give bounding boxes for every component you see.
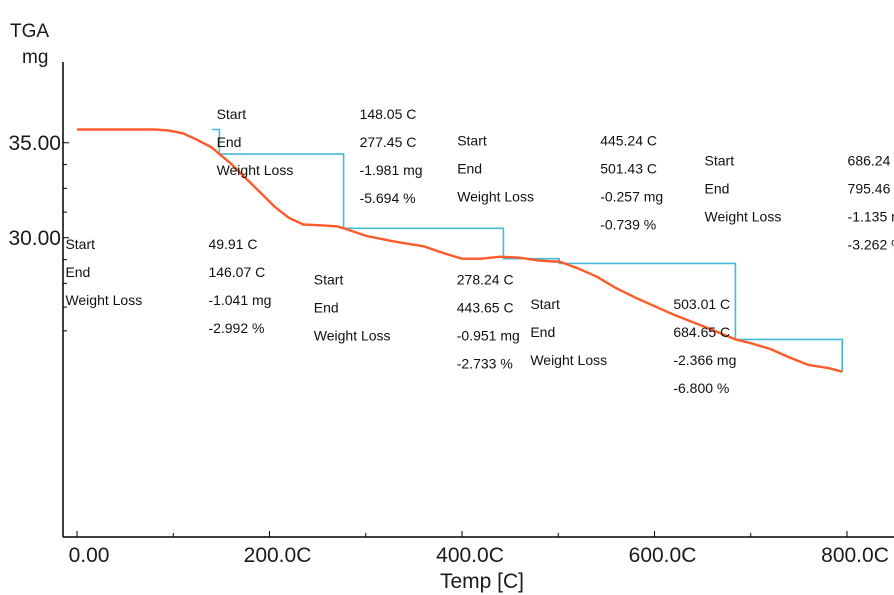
annotation-block-2: Start 445.24 C End 501.43 C Weight Loss -0.25… [457, 133, 663, 233]
x-tick-label: 600.0C [629, 544, 697, 567]
annotation-value: -2.992 % [208, 320, 264, 336]
annotation-label: End [705, 181, 730, 197]
annotation-label: End [457, 161, 482, 177]
annotation-value: -1.981 mg [360, 162, 423, 178]
annotation-label: End [530, 324, 555, 340]
annotation-label: End [217, 134, 242, 150]
y-axis-label-line1: TGA [10, 21, 49, 42]
annotation-value: -1.041 mg [208, 292, 271, 308]
x-tick-label: 0.00 [69, 544, 110, 567]
annotation-value: 445.24 C [600, 133, 657, 149]
annotation-value: -0.739 % [600, 217, 656, 233]
annotation-block-1: Start 148.05 C End 277.45 C Weight Loss -1.98… [217, 106, 423, 206]
annotation-value: -0.257 mg [600, 189, 663, 205]
annotation-label: Weight Loss [65, 292, 142, 308]
annotation-label: End [314, 299, 339, 315]
x-tick-label: 200.0C [244, 544, 312, 567]
series-line [77, 128, 843, 373]
annotation-value: 684.65 C [673, 324, 730, 340]
annotation-block-4: Start 49.91 C End 146.07 C Weight Loss -1.041… [65, 236, 271, 336]
annotation-value: 278.24 C [457, 271, 514, 287]
x-tick-label: 400.0C [436, 544, 504, 567]
annotation-value: -6.800 % [673, 380, 729, 396]
annotation-label: End [65, 264, 90, 280]
annotation-label: Start [65, 236, 95, 252]
annotation-value: 49.91 C [208, 236, 257, 252]
tga-curve [77, 128, 843, 373]
annotation-value: -1.135 mg [848, 209, 894, 225]
x-tick-label: 800.0C [821, 544, 889, 567]
annotation-label: Start [314, 271, 344, 287]
annotation-value: 795.46 C [848, 181, 894, 197]
annotation-label: Start [530, 296, 560, 312]
annotation-label: Weight Loss [530, 352, 607, 368]
annotation-blocks: Start 148.05 C End 277.45 C Weight Loss -1.98… [65, 106, 894, 396]
annotation-label: Start [217, 106, 247, 122]
axes [62, 62, 894, 538]
annotation-block-5: Start 278.24 C End 443.65 C Weight Loss -0.95… [314, 271, 520, 371]
annotation-label: Weight Loss [314, 327, 391, 343]
annotation-label: Start [457, 133, 487, 149]
annotation-value: 443.65 C [457, 299, 514, 315]
x-axis-label: Temp [C] [440, 570, 524, 593]
annotation-value: 501.43 C [600, 161, 657, 177]
annotation-label: Weight Loss [705, 209, 782, 225]
annotation-value: -2.366 mg [673, 352, 736, 368]
annotation-value: 503.01 C [673, 296, 730, 312]
annotation-value: 148.05 C [360, 106, 417, 122]
annotation-value: -2.733 % [457, 355, 513, 371]
annotation-block-3: Start 686.24 C End 795.46 C Weight Loss -1.13… [705, 153, 894, 253]
annotation-value: -0.951 mg [457, 327, 520, 343]
annotation-value: 277.45 C [360, 134, 417, 150]
y-tick-label: 35.00 [8, 132, 61, 155]
annotation-label: Start [705, 153, 735, 169]
y-tick-label: 30.00 [8, 227, 61, 250]
annotation-value: -5.694 % [360, 190, 416, 206]
annotation-value: 146.07 C [208, 264, 265, 280]
tick-labels: 0.00 200.0C 400.0C 600.0C 800.0C 35.00 30.00 [8, 132, 888, 567]
annotation-value: 686.24 C [848, 153, 894, 169]
annotation-label: Weight Loss [457, 189, 534, 205]
annotation-block-6: Start 503.01 C End 684.65 C Weight Loss -2.36… [530, 296, 736, 396]
y-axis-label-line2: mg [22, 47, 48, 68]
annotation-value: -3.262 % [848, 237, 894, 253]
annotation-label: Weight Loss [217, 162, 294, 178]
